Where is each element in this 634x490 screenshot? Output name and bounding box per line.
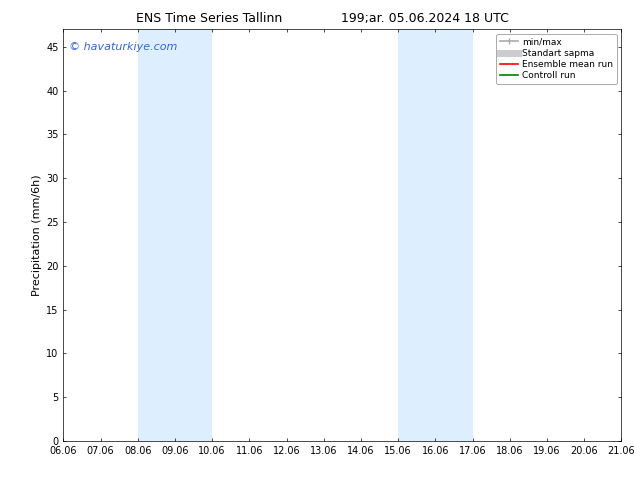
Bar: [398, 29, 472, 441]
Legend: min/max, Standart sapma, Ensemble mean run, Controll run: min/max, Standart sapma, Ensemble mean r…: [496, 34, 617, 84]
Text: ENS Time Series Tallinn: ENS Time Series Tallinn: [136, 12, 282, 25]
Bar: [138, 29, 212, 441]
Text: 199;ar. 05.06.2024 18 UTC: 199;ar. 05.06.2024 18 UTC: [341, 12, 508, 25]
Y-axis label: Precipitation (mm/6h): Precipitation (mm/6h): [32, 174, 42, 296]
Text: © havaturkiye.com: © havaturkiye.com: [69, 42, 178, 52]
